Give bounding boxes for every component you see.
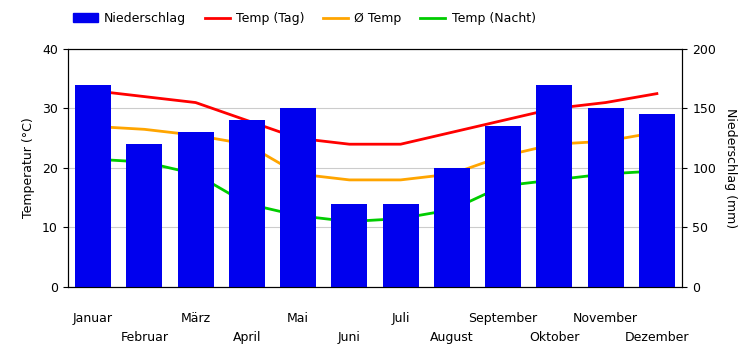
Text: September: September [469,312,538,325]
Bar [536,85,572,287]
Text: August: August [430,331,474,344]
Text: Januar: Januar [74,312,113,325]
Bar [588,108,623,287]
Bar [229,120,265,287]
Text: Mai: Mai [287,312,309,325]
Bar [280,108,316,287]
Bar [382,204,418,287]
Legend: Niederschlag, Temp (Tag), Ø Temp, Temp (Nacht): Niederschlag, Temp (Tag), Ø Temp, Temp (… [68,7,541,30]
Bar [485,126,521,287]
Text: Juni: Juni [338,331,361,344]
Text: März: März [181,312,211,325]
Bar [127,144,162,287]
Bar [178,132,214,287]
Bar [332,204,368,287]
Y-axis label: Niederschlag (mm): Niederschlag (mm) [724,108,737,228]
Bar [75,85,111,287]
Text: Oktober: Oktober [530,331,580,344]
Text: Februar: Februar [120,331,168,344]
Bar [639,114,675,287]
Bar [434,168,470,287]
Y-axis label: Temperatur (°C): Temperatur (°C) [22,118,35,218]
Text: November: November [573,312,638,325]
Text: Dezember: Dezember [625,331,689,344]
Text: April: April [232,331,261,344]
Text: Juli: Juli [392,312,410,325]
